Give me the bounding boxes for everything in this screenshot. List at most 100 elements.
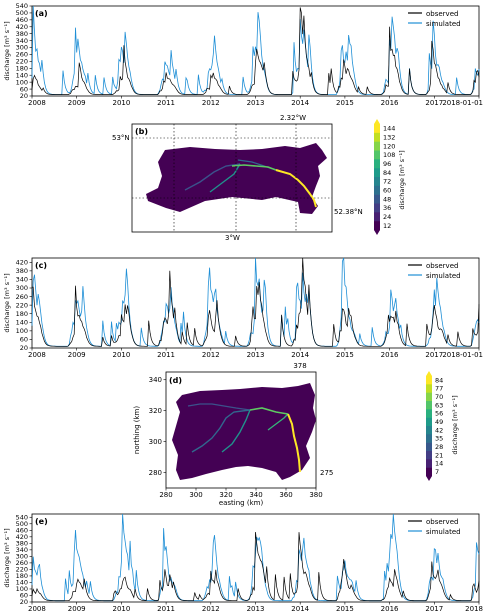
- river-tributary-2: [209, 163, 241, 193]
- colorbar-segment: [374, 203, 380, 213]
- x-tick-label: 2017: [425, 605, 443, 613]
- colorbar-tick-label: 144: [383, 125, 395, 133]
- panel-d-colorbar-label: discharge [m³ s⁻¹]: [451, 395, 459, 454]
- colorbar-tick-label: 56: [435, 410, 443, 418]
- panel-a-label: (a): [35, 9, 48, 18]
- x-tick-label: 2014: [291, 605, 309, 613]
- y-tick-label: 20: [20, 344, 28, 352]
- colorbar-tick-label: 96: [383, 160, 391, 168]
- colorbar-tick-label: 21: [435, 451, 443, 459]
- x-tick-label: 320: [219, 491, 232, 499]
- y-tick-label: 220: [16, 301, 28, 309]
- y-tick-label: 60: [20, 592, 28, 600]
- lat-label-52-38n: 52.38°N: [334, 208, 363, 216]
- lon-label-3w: 3°W: [225, 234, 240, 242]
- colorbar-extend-top: [374, 119, 380, 124]
- y-tick-label: 420: [16, 23, 28, 31]
- x-tick-label: 340: [249, 491, 262, 499]
- river-tributary-4: [267, 413, 289, 431]
- y-tick-label: 60: [20, 85, 28, 93]
- panel-d-yticks: 280 300 320 340: [149, 376, 166, 477]
- panel-e-label: (e): [35, 517, 48, 526]
- x-tick-label: 2008: [28, 605, 46, 613]
- y-tick-label: 180: [16, 65, 28, 73]
- colorbar-segment: [426, 384, 432, 393]
- y-tick-label: 260: [16, 293, 28, 301]
- y-tick-label: 340: [16, 37, 28, 45]
- panel-a-legend: observed simulated: [408, 10, 461, 28]
- x-tick-label: 280: [159, 491, 172, 499]
- x-tick-label: 300: [189, 491, 202, 499]
- y-tick-label: 340: [16, 276, 28, 284]
- colorbar-tick-label: 35: [435, 435, 443, 443]
- x-tick-label: 2015: [336, 605, 354, 613]
- colorbar-tick-label: 132: [383, 133, 395, 141]
- panel-e-series: [31, 513, 480, 602]
- series-observed: [31, 257, 480, 347]
- river-tributary-1: [184, 163, 241, 191]
- panel-d-xticks: 280 300 320 340 360 380: [159, 488, 323, 499]
- y-tick-label: 380: [16, 267, 28, 275]
- panel-c-xticks: 2008 2009 2010 2011 2012 2013 2014 2015 2016 2017…: [28, 348, 483, 359]
- y-tick-label: 380: [16, 30, 28, 38]
- series-simulated: [31, 257, 480, 347]
- legend-observed-label: observed: [426, 10, 458, 18]
- colorbar-tick-label: 70: [435, 393, 443, 401]
- panel-e-xticks: 2008 2009 2010 2011 2012 2013 2014 2015 2016 2017…: [28, 602, 483, 613]
- colorbar-tick-label: 24: [383, 213, 391, 221]
- y-tick-label: 340: [16, 546, 28, 554]
- river-main-upper: [231, 164, 277, 171]
- x-tick-label: 2011: [157, 351, 175, 359]
- x-tick-label: 2011: [157, 99, 175, 107]
- x-tick-label: 2016: [381, 99, 399, 107]
- colorbar-tick-label: 72: [383, 178, 391, 186]
- y-tick-label: 60: [20, 336, 28, 344]
- legend-observed-label: observed: [426, 518, 458, 526]
- catchment-area: [146, 143, 327, 214]
- panel-d-ylabel: northing (km): [133, 406, 141, 454]
- colorbar-segment: [374, 185, 380, 195]
- y-tick-label: 300: [16, 44, 28, 52]
- colorbar-tick-label: 12: [383, 222, 391, 230]
- y-tick-label: 20: [20, 92, 28, 100]
- x-tick-label: 2017: [425, 99, 443, 107]
- panel-b-label: (b): [135, 127, 148, 136]
- colorbar-segment: [426, 459, 432, 468]
- colorbar-tick-label: 77: [435, 385, 443, 393]
- panel-e-timeseries: (e) discharge [m³ s⁻¹] 20601001401802202…: [3, 513, 483, 613]
- colorbar-tick-label: 7: [435, 468, 439, 476]
- colorbar-segment: [426, 417, 432, 427]
- colorbar-extend-bottom: [426, 476, 432, 481]
- y-tick-label: 500: [16, 520, 28, 528]
- x-tick-label: 2010: [112, 351, 130, 359]
- colorbar-segment: [374, 124, 380, 134]
- colorbar-segment: [374, 150, 380, 160]
- x-tick-label: 2011: [157, 605, 175, 613]
- panel-b-map: (b) 53°N 52.38°N 2.32°W 3°W 144132120108…: [112, 114, 406, 242]
- colorbar-tick-label: 48: [383, 195, 391, 203]
- panel-a-timeseries: (a) discharge [m³ s⁻¹] 20601001401802202…: [3, 2, 483, 107]
- y-tick-label: 260: [16, 559, 28, 567]
- panel-a-ylabel: discharge [m³ s⁻¹]: [3, 21, 11, 80]
- colorbar-segment: [426, 467, 432, 477]
- panel-d-label: (d): [169, 376, 182, 385]
- lat-label-53n: 53°N: [112, 134, 130, 142]
- colorbar-segment: [374, 141, 380, 151]
- colorbar-tick-label: 36: [383, 204, 391, 212]
- river-tributary-2: [191, 409, 251, 453]
- river-main-lower: [275, 169, 317, 208]
- panel-d-top-label: 378: [293, 362, 306, 370]
- panel-d-right-label: 275: [320, 469, 333, 477]
- legend-simulated-label: simulated: [426, 528, 461, 536]
- panel-c-ylabel: discharge [m³ s⁻¹]: [3, 273, 11, 332]
- legend-simulated-label: simulated: [426, 20, 461, 28]
- colorbar-segment: [374, 212, 380, 222]
- y-tick-label: 300: [16, 553, 28, 561]
- x-tick-label: 2010: [112, 99, 130, 107]
- colorbar-tick-label: 63: [435, 401, 443, 409]
- x-tick-label: 2010: [112, 605, 130, 613]
